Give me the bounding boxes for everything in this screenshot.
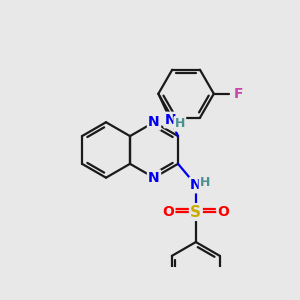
Text: N: N (165, 113, 176, 127)
Text: H: H (200, 176, 210, 189)
Text: O: O (218, 205, 230, 219)
Text: O: O (162, 205, 174, 219)
Text: S: S (190, 205, 201, 220)
Text: N: N (148, 115, 160, 129)
Text: N: N (148, 171, 160, 185)
Text: H: H (175, 117, 185, 130)
Text: F: F (234, 87, 243, 101)
Text: N: N (190, 178, 202, 192)
